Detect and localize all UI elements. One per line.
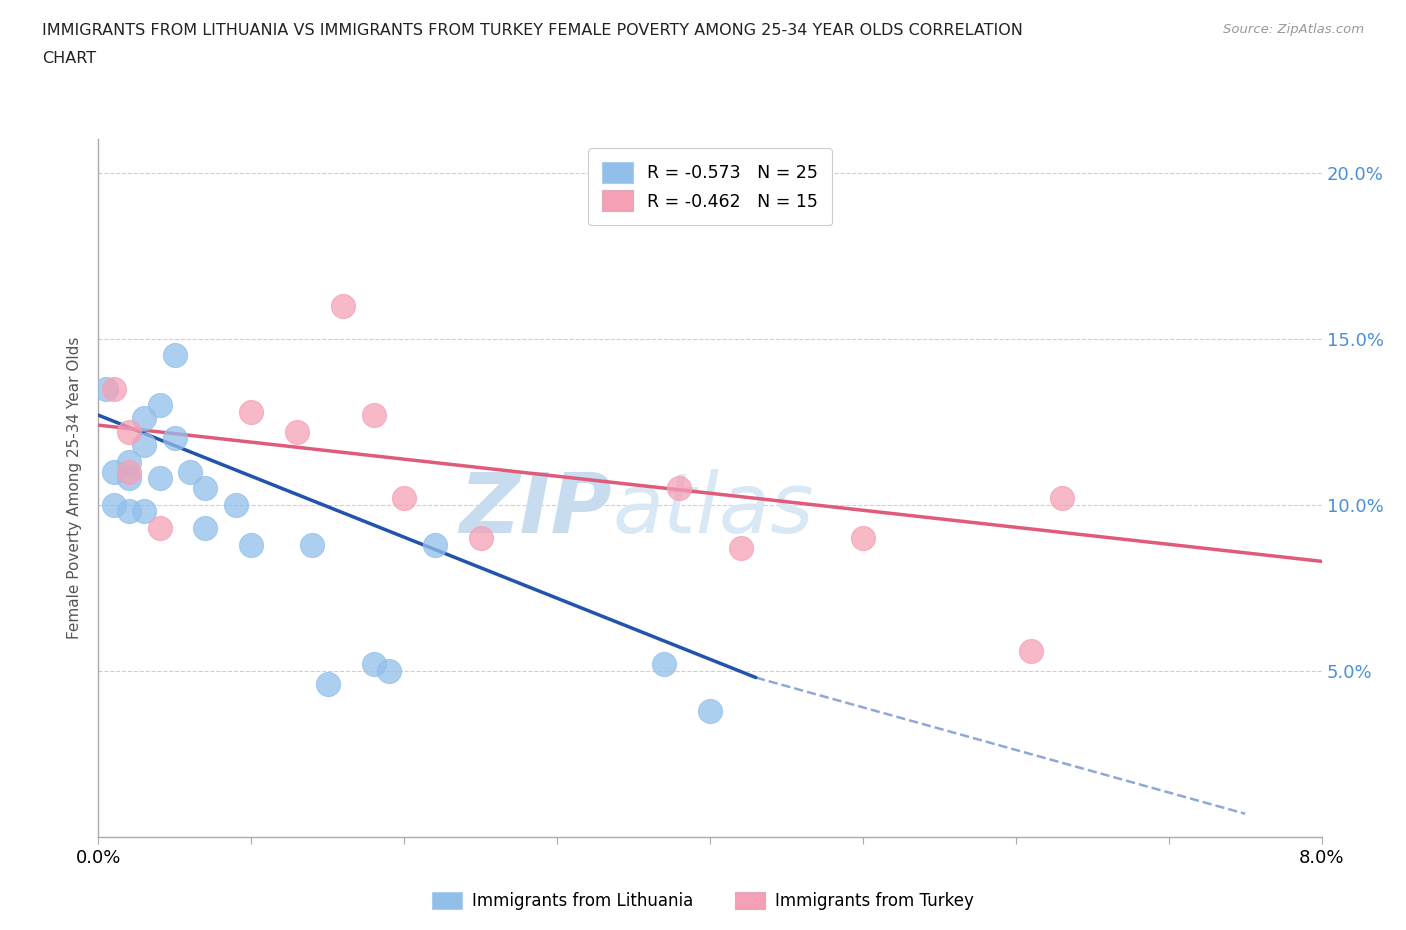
Point bbox=[94, 381, 117, 396]
Point bbox=[179, 464, 201, 479]
Point bbox=[149, 398, 172, 413]
Point bbox=[240, 538, 263, 552]
Text: Source: ZipAtlas.com: Source: ZipAtlas.com bbox=[1223, 23, 1364, 36]
Point bbox=[103, 464, 125, 479]
Point bbox=[149, 521, 172, 536]
Point bbox=[163, 431, 186, 445]
Point bbox=[363, 657, 385, 671]
Point bbox=[225, 498, 247, 512]
Point bbox=[730, 540, 752, 555]
Text: ZIP: ZIP bbox=[460, 469, 612, 550]
Legend: R = -0.573   N = 25, R = -0.462   N = 15: R = -0.573 N = 25, R = -0.462 N = 15 bbox=[588, 148, 832, 225]
Point bbox=[103, 498, 125, 512]
Point bbox=[134, 504, 156, 519]
Point bbox=[1050, 491, 1073, 506]
Point bbox=[149, 471, 172, 485]
Text: atlas: atlas bbox=[612, 469, 814, 550]
Point bbox=[363, 407, 385, 422]
Point bbox=[301, 538, 323, 552]
Text: CHART: CHART bbox=[42, 51, 96, 66]
Point bbox=[118, 454, 141, 469]
Point bbox=[118, 471, 141, 485]
Point bbox=[470, 531, 492, 546]
Y-axis label: Female Poverty Among 25-34 Year Olds: Female Poverty Among 25-34 Year Olds bbox=[67, 337, 83, 640]
Point bbox=[378, 663, 401, 678]
Point bbox=[423, 538, 446, 552]
Point bbox=[194, 521, 217, 536]
Point bbox=[134, 438, 156, 453]
Point bbox=[163, 348, 186, 363]
Point bbox=[118, 504, 141, 519]
Point bbox=[699, 703, 721, 718]
Point bbox=[118, 464, 141, 479]
Point bbox=[332, 299, 354, 313]
Point bbox=[652, 657, 675, 671]
Point bbox=[194, 481, 217, 496]
Point bbox=[392, 491, 416, 506]
Legend: Immigrants from Lithuania, Immigrants from Turkey: Immigrants from Lithuania, Immigrants fr… bbox=[426, 885, 980, 917]
Point bbox=[118, 424, 141, 439]
Point bbox=[285, 424, 308, 439]
Point bbox=[852, 531, 875, 546]
Point bbox=[668, 481, 690, 496]
Point bbox=[103, 381, 125, 396]
Point bbox=[1019, 644, 1042, 658]
Point bbox=[134, 411, 156, 426]
Point bbox=[316, 677, 339, 692]
Point bbox=[240, 405, 263, 419]
Text: IMMIGRANTS FROM LITHUANIA VS IMMIGRANTS FROM TURKEY FEMALE POVERTY AMONG 25-34 Y: IMMIGRANTS FROM LITHUANIA VS IMMIGRANTS … bbox=[42, 23, 1024, 38]
